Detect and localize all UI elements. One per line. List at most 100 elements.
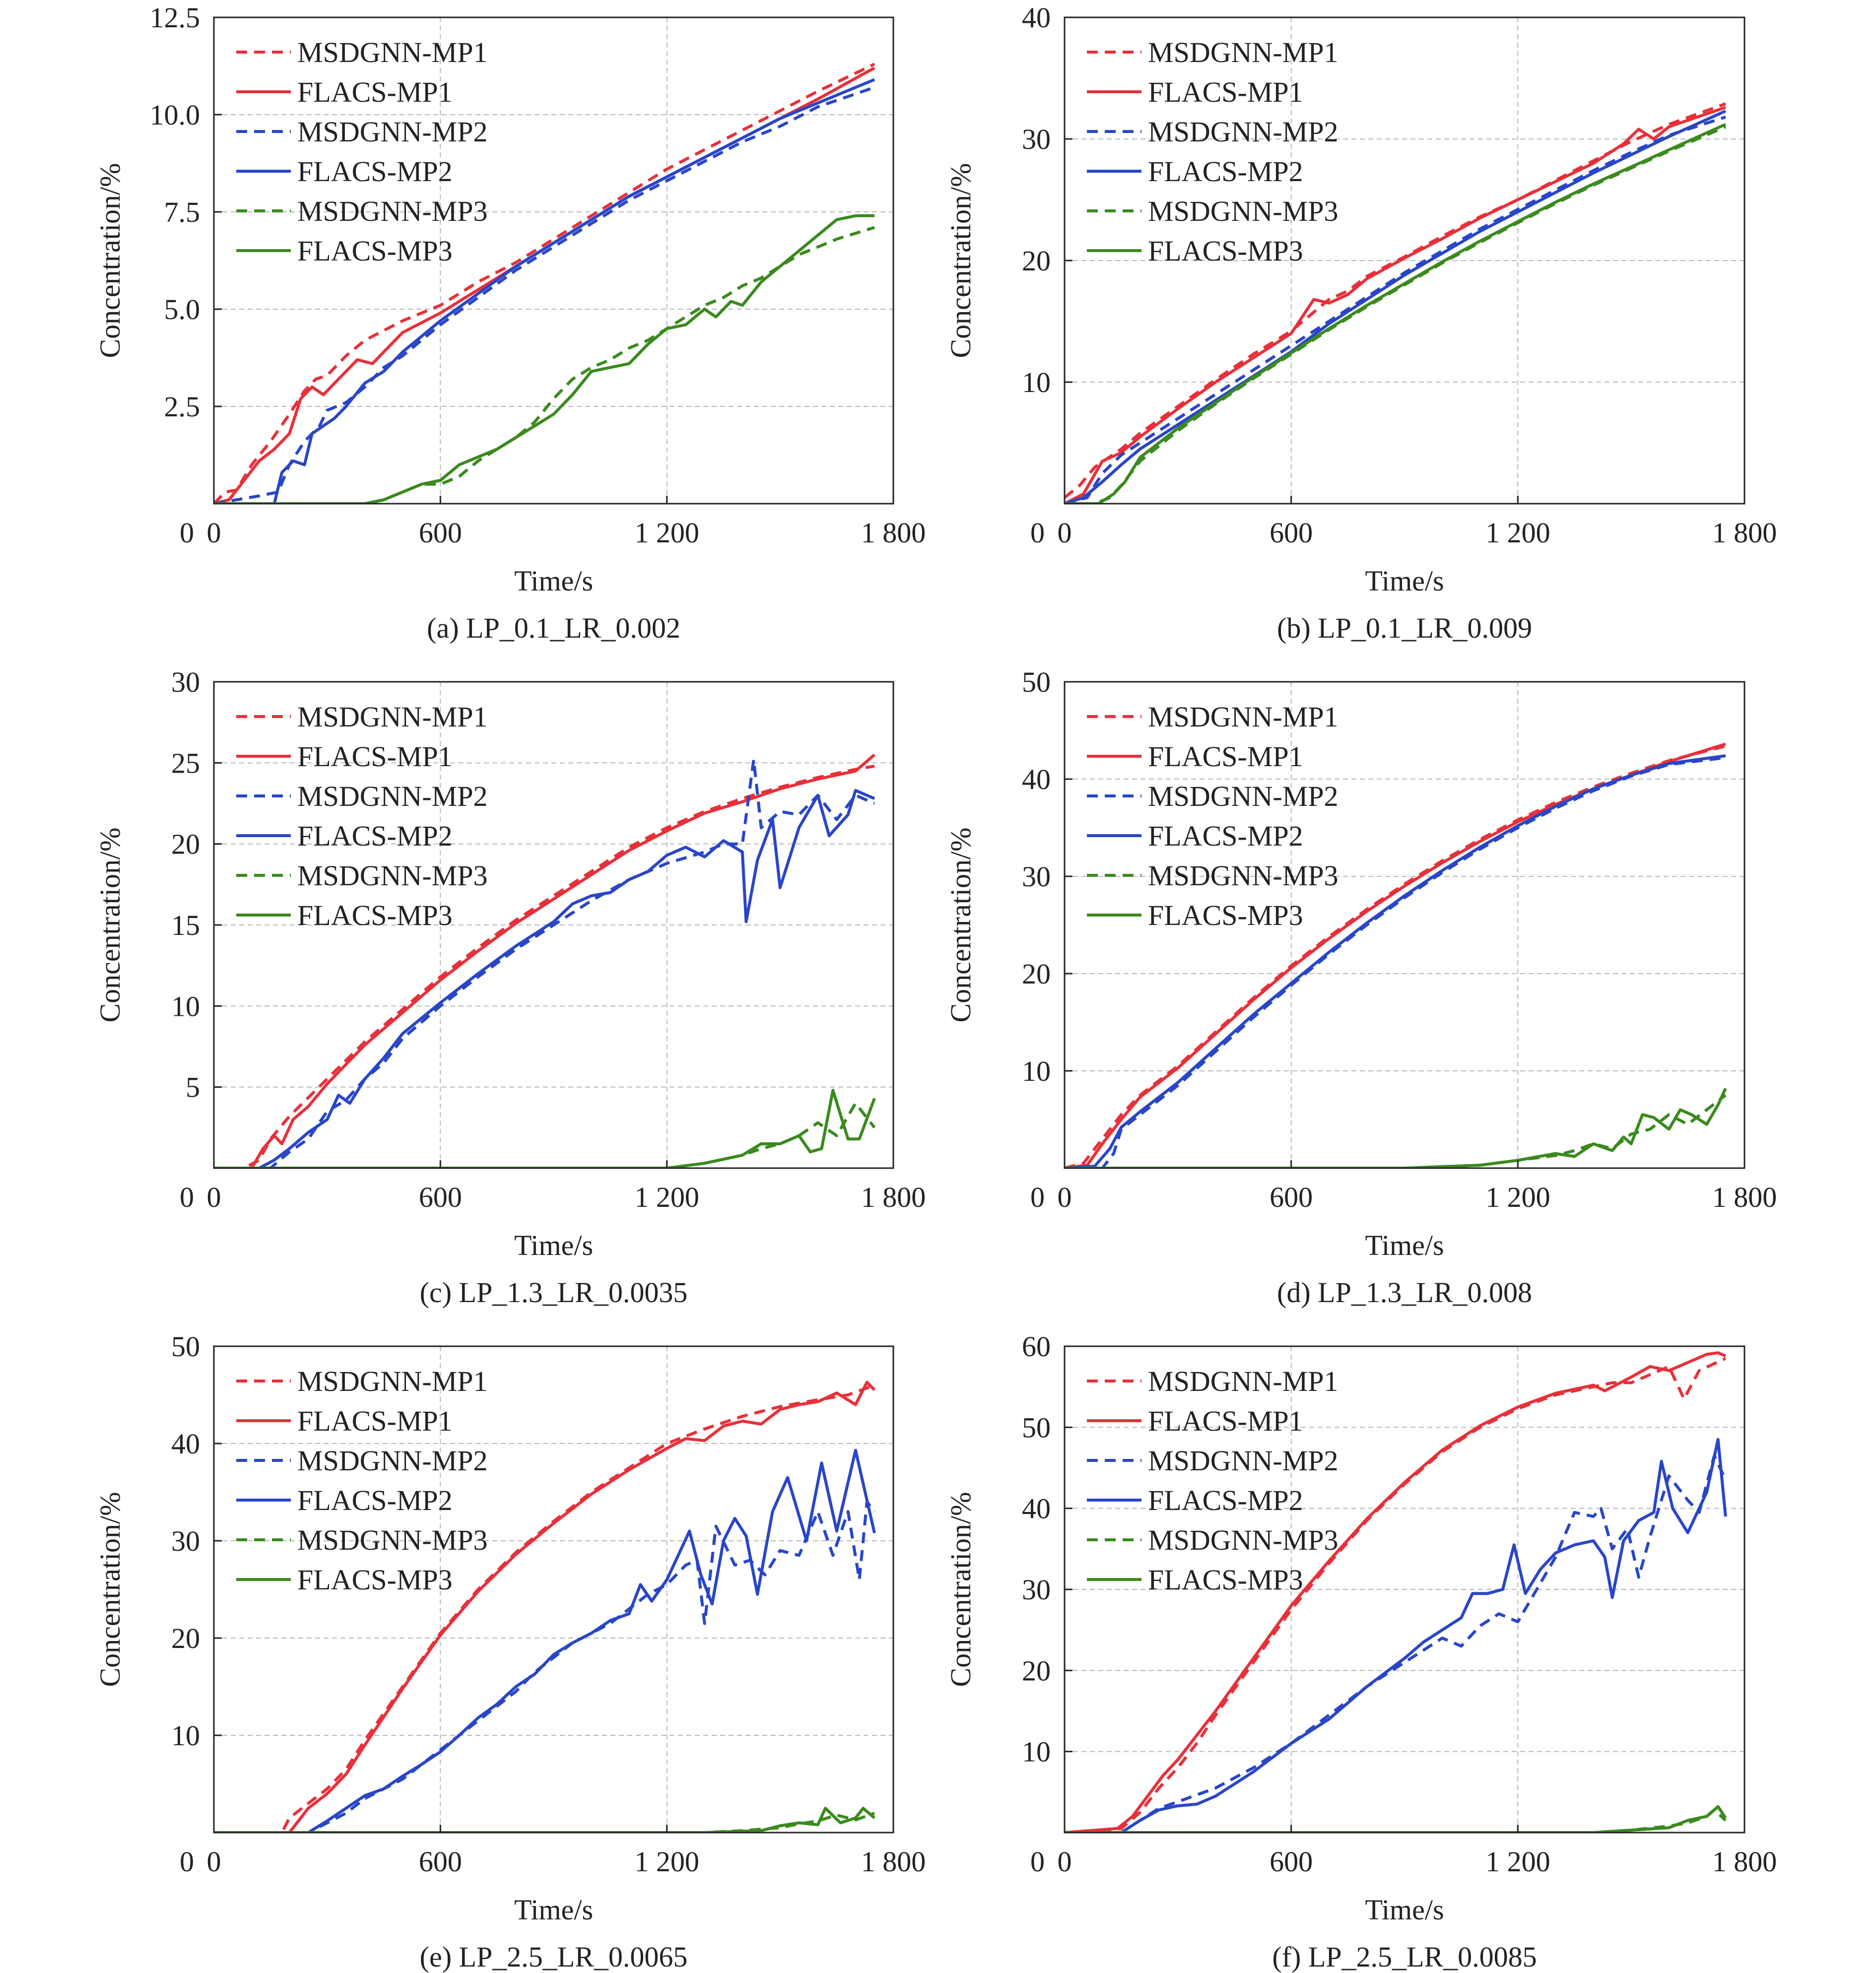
series-line-msdgnn-mp2	[1065, 756, 1726, 1168]
y-tick-label: 20	[171, 828, 200, 860]
x-tick-label: 1 800	[861, 517, 926, 549]
origin-tick-label: 0	[1030, 1181, 1045, 1213]
origin-tick-label: 0	[1030, 517, 1045, 549]
chart-caption: (a) LP_0.1_LR_0.002	[427, 612, 680, 644]
x-axis-title: Time/s	[514, 1229, 593, 1261]
y-axis-title: Concentration/%	[944, 1492, 977, 1687]
x-tick-label: 600	[1270, 1181, 1313, 1213]
legend-label-msdgnn-mp1: MSDGNN-MP1	[297, 36, 488, 68]
series-line-flacs-mp3	[1065, 1805, 1727, 1833]
series-line-flacs-mp1	[1065, 106, 1726, 504]
x-axis-title: Time/s	[514, 565, 593, 597]
legend-label-flacs-mp1: FLACS-MP1	[1148, 1405, 1303, 1437]
series-line-flacs-mp2	[214, 1448, 876, 1833]
chart-panel-c: 0 600 1 200 1 800 0 5 10 15 20 25 30 Time/s Concentr…	[94, 666, 926, 1309]
legend-label-flacs-mp2: FLACS-MP2	[1148, 820, 1303, 852]
legend-label-msdgnn-mp3: MSDGNN-MP3	[297, 1524, 488, 1556]
x-tick-label: 1 200	[634, 1845, 699, 1878]
series-line-flacs-mp1	[1065, 1351, 1727, 1833]
x-tick-label: 0	[207, 1181, 221, 1213]
legend-label-msdgnn-mp1: MSDGNN-MP1	[1148, 701, 1339, 733]
legend-label-msdgnn-mp1: MSDGNN-MP1	[297, 1365, 488, 1397]
series-line-flacs-mp3	[214, 214, 874, 504]
series-line-flacs-mp2	[1065, 109, 1727, 504]
y-tick-label: 10	[1022, 1736, 1051, 1768]
x-tick-label: 1 200	[1485, 1845, 1550, 1878]
y-tick-label: 25	[171, 747, 200, 779]
legend: MSDGNN-MP1 FLACS-MP1 MSDGNN-MP2 FLACS-MP2 MS…	[236, 701, 488, 931]
x-tick-label: 1 800	[1712, 517, 1777, 549]
legend-label-msdgnn-mp2: MSDGNN-MP2	[1148, 116, 1339, 148]
x-axis-title: Time/s	[1365, 1229, 1444, 1261]
x-tick-label: 600	[1270, 517, 1313, 549]
x-tick-label: 600	[419, 1181, 462, 1213]
y-tick-label: 7.5	[164, 196, 201, 228]
y-axis-title: Concentration/%	[944, 827, 977, 1022]
x-tick-label: 600	[419, 517, 462, 549]
chart-caption: (d) LP_1.3_LR_0.008	[1277, 1276, 1532, 1309]
legend-label-msdgnn-mp3: MSDGNN-MP3	[297, 195, 488, 227]
legend-label-msdgnn-mp3: MSDGNN-MP3	[1148, 1524, 1339, 1556]
chart-caption: (e) LP_2.5_LR_0.0065	[420, 1941, 688, 1973]
legend-label-flacs-mp1: FLACS-MP1	[1148, 76, 1303, 108]
series-line-msdgnn-mp1	[214, 764, 875, 1168]
y-tick-label: 15	[171, 909, 200, 941]
legend-label-flacs-mp2: FLACS-MP2	[297, 820, 453, 852]
y-tick-label: 30	[1022, 1574, 1051, 1606]
chart-caption: (c) LP_1.3_LR_0.0035	[420, 1276, 688, 1309]
x-tick-label: 1 200	[1485, 517, 1550, 549]
legend-label-msdgnn-mp1: MSDGNN-MP1	[297, 701, 488, 733]
y-tick-label: 20	[1022, 1654, 1051, 1687]
x-tick-label: 1 200	[634, 517, 699, 549]
series-line-msdgnn-mp3	[214, 1102, 876, 1168]
y-tick-label: 5.0	[164, 293, 201, 326]
y-tick-label: 2.5	[164, 391, 201, 423]
x-tick-label: 0	[1058, 1181, 1072, 1213]
x-tick-label: 1 200	[634, 1181, 699, 1213]
y-tick-label: 40	[1022, 763, 1051, 795]
chart-panel-b: 0 600 1 200 1 800 0 10 20 30 40 Time/s Concentrati…	[944, 1, 1777, 644]
y-tick-label: 20	[171, 1622, 200, 1654]
y-tick-label: 10	[1022, 1055, 1051, 1087]
y-tick-label: 50	[171, 1330, 200, 1363]
chart-panel-d: 0 600 1 200 1 800 0 10 20 30 40 50 Time/s Concentra…	[944, 666, 1777, 1309]
legend-label-flacs-mp1: FLACS-MP1	[1148, 740, 1303, 773]
y-tick-label: 20	[1022, 958, 1051, 990]
series-line-msdgnn-mp2	[1065, 1454, 1727, 1833]
chart-panel-a: 0 600 1 200 1 800 0 2.5 5.0 7.5 10.0 12.5 Time/s Co…	[94, 1, 926, 644]
legend-label-flacs-mp2: FLACS-MP2	[297, 1484, 453, 1516]
x-tick-label: 1 800	[861, 1181, 926, 1213]
y-tick-label: 40	[1022, 1493, 1051, 1525]
legend-label-msdgnn-mp3: MSDGNN-MP3	[297, 859, 488, 892]
series-line-flacs-mp3	[214, 1807, 875, 1833]
legend-label-flacs-mp1: FLACS-MP1	[297, 1405, 453, 1437]
legend-label-flacs-mp3: FLACS-MP3	[297, 235, 453, 267]
x-tick-label: 1 800	[861, 1845, 926, 1878]
series-line-msdgnn-mp2	[214, 86, 875, 504]
series-line-flacs-mp3	[1065, 123, 1727, 504]
y-tick-label: 40	[1022, 1, 1051, 34]
legend-label-flacs-mp3: FLACS-MP3	[297, 899, 453, 931]
legend-label-msdgnn-mp2: MSDGNN-MP2	[1148, 780, 1339, 812]
y-tick-label: 60	[1022, 1330, 1051, 1363]
y-axis-title: Concentration/%	[94, 163, 126, 358]
series-line-msdgnn-mp1	[214, 1383, 875, 1833]
y-axis-title: Concentration/%	[94, 1492, 126, 1687]
x-tick-label: 1 200	[1485, 1181, 1550, 1213]
legend-label-flacs-mp3: FLACS-MP3	[1148, 235, 1303, 267]
x-tick-label: 1 800	[1712, 1181, 1777, 1213]
origin-tick-label: 0	[180, 517, 194, 549]
chart-caption: (b) LP_0.1_LR_0.009	[1277, 612, 1532, 644]
y-tick-label: 30	[171, 666, 200, 698]
x-axis-title: Time/s	[1365, 565, 1444, 597]
legend-label-flacs-mp3: FLACS-MP3	[297, 1564, 453, 1596]
series-line-flacs-mp2	[214, 789, 875, 1168]
legend: MSDGNN-MP1 FLACS-MP1 MSDGNN-MP2 FLACS-MP2 MS…	[236, 36, 488, 267]
legend-label-msdgnn-mp1: MSDGNN-MP1	[1148, 36, 1339, 68]
series-line-flacs-mp3	[214, 1089, 876, 1168]
origin-tick-label: 0	[1030, 1845, 1045, 1878]
series-line-flacs-mp2	[1065, 1438, 1727, 1833]
legend-label-flacs-mp2: FLACS-MP2	[297, 155, 453, 188]
legend-label-flacs-mp3: FLACS-MP3	[1148, 1564, 1303, 1596]
x-tick-label: 1 800	[1712, 1845, 1777, 1878]
